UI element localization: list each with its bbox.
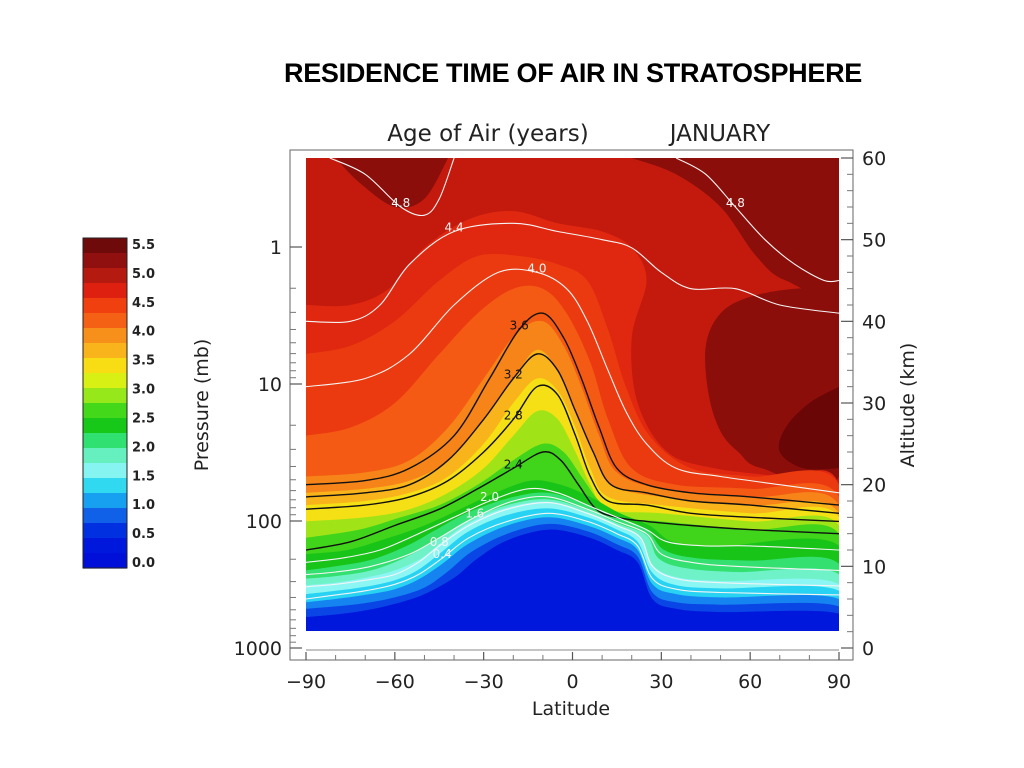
contour-line-2-0 — [306, 487, 839, 563]
x-tick-label: 0 — [566, 671, 578, 693]
colorbar-label: 1.0 — [132, 498, 155, 513]
colorbar-swatch — [83, 448, 127, 464]
fill-band-2 — [631, 158, 839, 297]
colorbar-label: 1.5 — [132, 469, 155, 484]
altitude-tick-label: 0 — [862, 638, 874, 660]
colorbar-swatch — [83, 493, 127, 509]
contour-line-2-4 — [306, 451, 839, 551]
colorbar-swatch — [83, 538, 127, 554]
contour-line-4-4 — [306, 222, 839, 324]
colorbar-swatch — [83, 298, 127, 314]
axes: −90 −60 −30 0 30 60 90 1 10 100 1000 0 10 20 30 40 50 60 — [234, 148, 887, 693]
pressure-tick-label: 100 — [246, 511, 282, 533]
contour-line-4-0 — [306, 268, 839, 494]
fill-band-20 — [306, 529, 839, 648]
y-axis-title-right: Altitude (km) — [897, 343, 919, 468]
colorbar-swatch — [83, 373, 127, 389]
colorbar-label: 5.5 — [132, 238, 155, 253]
colorbar-swatch — [83, 253, 127, 269]
colorbar-swatch — [83, 418, 127, 434]
altitude-tick-label: 60 — [862, 148, 886, 170]
x-tick-label: 60 — [738, 671, 762, 693]
colorbar-label: 0.0 — [132, 556, 155, 571]
x-tick-label: −90 — [286, 671, 326, 693]
x-tick-label: −30 — [464, 671, 504, 693]
colorbar-swatch — [83, 478, 127, 494]
y-axis-title-left: Pressure (mb) — [191, 339, 213, 472]
contour-label: 4.8 — [391, 196, 410, 210]
x-tick-label: 90 — [827, 671, 851, 693]
contour-line-4-8 — [329, 158, 455, 217]
colorbar-swatch — [83, 268, 127, 284]
colorbar-swatch — [83, 283, 127, 299]
pressure-tick-label: 1000 — [234, 638, 282, 660]
contour-label: 0.4 — [433, 547, 452, 561]
fill-band-4 — [778, 386, 839, 470]
contour-label: 0.8 — [430, 535, 449, 549]
colorbar-label: 5.0 — [132, 267, 155, 282]
contour-line-4-8 — [675, 158, 839, 283]
x-axis-title: Latitude — [532, 698, 610, 720]
contour-line-0-8 — [306, 502, 839, 588]
contour-label: 4.8 — [726, 196, 745, 210]
contour-line-3-6 — [306, 312, 839, 506]
chart-title: Age of Air (years) — [387, 121, 588, 147]
contour-label: 4.4 — [445, 221, 464, 235]
colorbar-swatch — [83, 433, 127, 449]
contour-label: 2.4 — [504, 457, 523, 471]
filled-contours — [306, 158, 839, 648]
colorbar-label: 2.5 — [132, 411, 155, 426]
colorbar-swatch — [83, 403, 127, 419]
colorbar-label: 0.5 — [132, 527, 155, 542]
colorbar-label: 3.0 — [132, 383, 155, 398]
contour-label: 2.8 — [504, 408, 523, 422]
contour-label: 3.6 — [510, 319, 529, 333]
colorbar: 5.5 5.0 4.5 4.0 3.5 3.0 2.5 2.0 1.5 1.0 0.5 0.0 — [82, 237, 155, 571]
contour-lines — [306, 158, 839, 600]
colorbar-swatch — [83, 523, 127, 539]
colorbar-label: 2.0 — [132, 440, 155, 455]
below-ground-mask — [306, 631, 839, 648]
pressure-tick-label: 10 — [258, 374, 282, 396]
colorbar-swatch — [83, 328, 127, 344]
x-tick-label: −60 — [375, 671, 415, 693]
contour-label: 1.6 — [465, 506, 484, 520]
contour-line-1-6 — [306, 495, 839, 576]
colorbar-swatch — [83, 388, 127, 404]
contour-line-2-8 — [306, 384, 839, 523]
colorbar-label: 3.5 — [132, 354, 155, 369]
altitude-tick-label: 10 — [862, 556, 886, 578]
slide-title: RESIDENCE TIME OF AIR IN STRATOSPHERE — [284, 58, 862, 88]
x-tick-label: 30 — [649, 671, 673, 693]
altitude-tick-label: 30 — [862, 393, 886, 415]
colorbar-label: 4.5 — [132, 296, 155, 311]
contour-label: 3.2 — [504, 368, 523, 382]
contour-labels: 4.8 4.8 4.4 4.0 3.6 3.2 2.8 2.4 2.0 1.6 0.80.4 — [391, 196, 745, 561]
contour-label: 2.0 — [480, 490, 499, 504]
contour-line-0-4 — [306, 512, 839, 600]
colorbar-swatch — [83, 463, 127, 479]
colorbar-label: 4.0 — [132, 325, 155, 340]
colorbar-swatch — [83, 238, 127, 254]
pressure-tick-label: 1 — [270, 237, 282, 259]
colorbar-swatch — [83, 313, 127, 329]
contour-line-3-2 — [306, 353, 839, 514]
colorbar-swatch — [83, 358, 127, 374]
chart-subtitle: JANUARY — [668, 121, 771, 147]
colorbar-swatch — [83, 508, 127, 524]
colorbar-swatch — [83, 553, 127, 569]
fill-band-1 — [335, 158, 449, 209]
altitude-tick-label: 20 — [862, 475, 886, 497]
altitude-tick-label: 40 — [862, 311, 886, 333]
colorbar-swatch — [83, 343, 127, 359]
altitude-tick-label: 50 — [862, 230, 886, 252]
contour-label: 4.0 — [527, 261, 546, 275]
